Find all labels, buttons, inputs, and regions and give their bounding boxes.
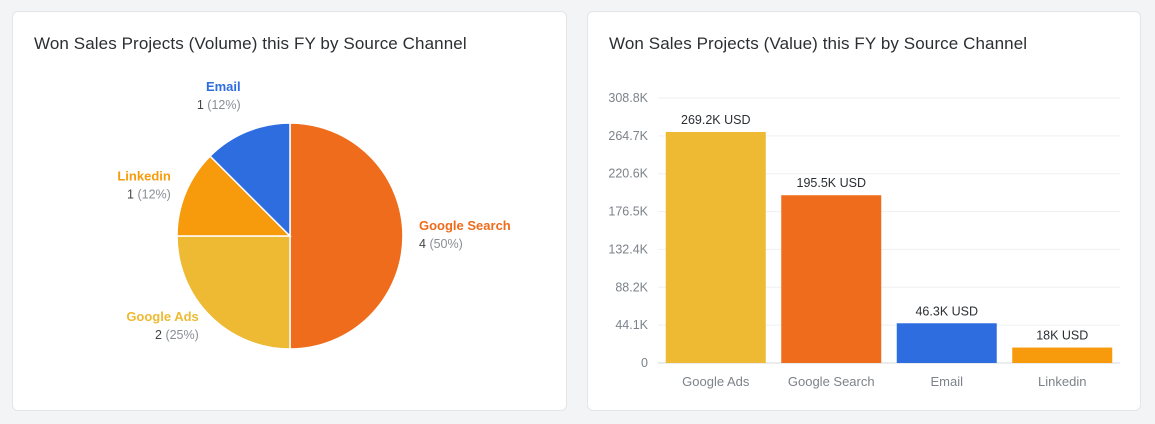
pie-label-name: Google Ads <box>126 309 198 324</box>
pie-slice-linkedin[interactable] <box>176 155 292 237</box>
bar-linkedin[interactable] <box>1012 347 1113 363</box>
y-tick-label: 176.5K <box>608 205 648 219</box>
bar-data-label: 269.2K USD <box>681 113 750 127</box>
pie-label-name: Linkedin <box>117 169 171 184</box>
x-category-label: Google Search <box>788 374 875 389</box>
y-tick-label: 88.2K <box>615 280 648 294</box>
y-tick-label: 264.7K <box>608 129 648 143</box>
pie-chart: Google Search 4 (50%) Google Ads 2 (25%) Lin… <box>117 79 511 350</box>
y-tick-label: 220.6K <box>608 167 648 181</box>
y-tick-label: 308.8K <box>608 91 648 105</box>
bar-google-search[interactable] <box>781 195 882 363</box>
bar-chart: 0 44.1K 88.2K 132.4K 176.5K 220.6K 264.7K 308.8… <box>608 91 1120 389</box>
bar-data-label: 46.3K USD <box>915 304 978 318</box>
bar-google-ads[interactable] <box>665 131 766 363</box>
pie-label-value: 4 (50%) <box>419 237 463 251</box>
bar-data-label: 195.5K USD <box>797 176 866 190</box>
pie-label-value: 2 (25%) <box>155 328 199 342</box>
value-chart-card: Won Sales Projects (Value) this FY by So… <box>587 11 1141 411</box>
pie-label-value: 1 (12%) <box>127 188 171 202</box>
x-category-label: Email <box>930 374 963 389</box>
y-tick-label: 44.1K <box>615 318 648 332</box>
bar-data-label: 18K USD <box>1036 329 1088 343</box>
pie-label-name: Google Search <box>419 218 511 233</box>
pie-slice-google-search[interactable] <box>289 122 404 350</box>
bar-email[interactable] <box>896 323 997 363</box>
card-title: Won Sales Projects (Value) this FY by So… <box>609 34 1028 53</box>
pie-slice-email[interactable] <box>209 122 291 238</box>
pie-label-value: 1 (12%) <box>197 98 241 112</box>
card-title: Won Sales Projects (Volume) this FY by S… <box>34 34 467 53</box>
pie-label-name: Email <box>206 79 241 94</box>
y-tick-label: 132.4K <box>608 242 648 256</box>
volume-chart-card: Won Sales Projects (Volume) this FY by S… <box>12 11 567 411</box>
x-category-label: Google Ads <box>682 374 750 389</box>
x-category-label: Linkedin <box>1038 374 1086 389</box>
y-tick-label: 0 <box>641 356 648 370</box>
pie-slice-google-ads[interactable] <box>176 235 291 350</box>
